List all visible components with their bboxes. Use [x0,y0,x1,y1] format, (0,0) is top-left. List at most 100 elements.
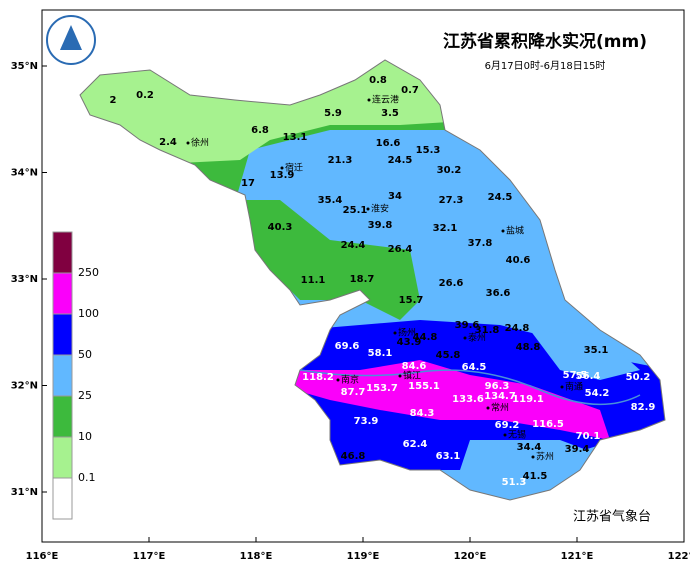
station-value: 16.6 [376,138,401,149]
station-value: 34.4 [517,442,542,453]
station-value: 39.4 [565,444,590,455]
city-dot [486,406,490,410]
city-name: 镇江 [403,370,421,382]
station-value: 62.4 [403,439,428,450]
station-value: 21.3 [328,155,353,166]
legend-label: 100 [78,307,99,320]
x-tick-label: 121°E [561,551,594,562]
x-tick-label: 116°E [26,551,59,562]
station-value: 133.6 [452,394,484,405]
station-value: 54.2 [585,388,610,399]
city-dot [531,455,535,459]
station-value: 44.8 [413,332,438,343]
legend-swatch [52,436,73,479]
station-value: 153.7 [366,383,398,394]
legend-swatch [52,395,73,438]
station-value: 43.9 [397,337,422,348]
x-tick-label: 117°E [133,551,166,562]
station-value: 39.6 [455,320,480,331]
city-dot [186,141,190,145]
x-tick-label: 120°E [454,551,487,562]
station-value: 2.4 [159,137,177,148]
station-value: 24.5 [488,192,513,203]
station-value: 31.8 [475,325,500,336]
station-value: 96.3 [485,381,510,392]
station-value: 155.1 [408,381,440,392]
station-value: 87.7 [341,387,366,398]
x-tick-label: 122°E [668,551,690,562]
station-value: 6.8 [251,125,269,136]
station-value: 26.6 [439,278,464,289]
station-value: 5.9 [324,108,342,119]
station-value: 24.5 [388,155,413,166]
station-value: 84.6 [402,361,427,372]
city-dot [463,336,467,340]
station-value: 27.3 [439,195,464,206]
station-value: 41.5 [523,471,548,482]
station-value: 3.5 [381,108,399,119]
legend-swatch [52,477,73,520]
station-value: 84.3 [410,408,435,419]
city-name: 淮安 [371,203,389,215]
station-value: 134.7 [484,391,516,402]
station-value: 64.5 [462,362,487,373]
y-tick-label: 35°N [11,61,38,72]
legend-label: 10 [78,430,92,443]
station-value: 11.1 [301,275,326,286]
city-name: 泰州 [468,332,486,344]
station-value: 46.8 [341,451,366,462]
y-tick-label: 32°N [11,381,38,392]
source: 江苏省气象台 [573,509,651,525]
station-value: 15.3 [416,145,441,156]
y-tick-label: 31°N [11,487,38,498]
legend-swatch [52,354,73,397]
city-name: 盐城 [506,225,524,237]
station-value: 51.3 [502,477,527,488]
title: 江苏省累积降水实况(mm) [443,31,647,52]
city-dot [501,229,505,233]
station-value: 56.4 [576,371,601,382]
station-value: 73.9 [354,416,379,427]
city-name: 无锡 [508,430,526,441]
y-tick-label: 33°N [11,274,38,285]
x-tick-label: 119°E [347,551,380,562]
station-value: 26.4 [388,244,413,255]
station-value: 40.6 [506,255,531,266]
station-value: 69.6 [335,341,360,352]
station-value: 2 [110,95,117,106]
legend-swatch [52,231,73,274]
city-dot [366,207,370,211]
station-value: 82.9 [631,402,656,413]
city-name: 苏州 [536,451,554,463]
legend-label: 0.1 [78,471,96,484]
station-value: 37.8 [468,238,493,249]
station-value: 45.8 [436,350,461,361]
x-tick-label: 118°E [240,551,273,562]
station-value: 30.2 [437,165,462,176]
legend-label: 50 [78,348,92,361]
city-name: 南通 [565,381,583,393]
station-value: 50.2 [626,372,651,383]
city-dot [336,378,340,382]
station-value: 13.9 [270,170,295,181]
subtitle: 6月17日0时-6月18日15时 [485,60,606,72]
station-value: 24.8 [505,323,530,334]
station-value: 119.1 [512,394,544,405]
station-value: 63.1 [436,451,461,462]
station-value: 36.6 [486,288,511,299]
city-dot [280,166,284,170]
legend-label: 250 [78,266,99,279]
city-dot [398,374,402,378]
station-value: 25.1 [343,205,368,216]
station-value: 32.1 [433,223,458,234]
city-name: 常州 [491,402,509,414]
station-value: 118.2 [302,372,334,383]
station-value: 58.1 [368,348,393,359]
station-value: 15.7 [399,295,424,306]
station-value: 35.1 [584,345,609,356]
city-dot [560,385,564,389]
city-name: 扬州 [398,327,416,339]
station-value: 24.4 [341,240,366,251]
station-value: 0.7 [401,85,419,96]
